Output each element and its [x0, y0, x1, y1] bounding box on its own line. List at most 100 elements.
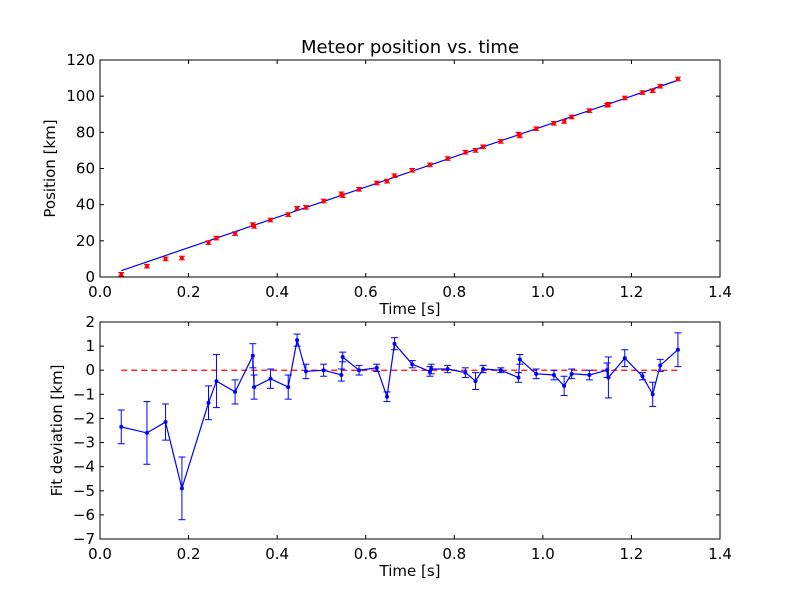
ax0-ytick-label: 40	[76, 196, 95, 214]
position-marker	[214, 236, 219, 241]
deviation-point	[162, 403, 170, 441]
position-point	[533, 126, 540, 132]
deviation-marker	[473, 379, 478, 384]
position-point	[639, 90, 646, 95]
deviation-point	[212, 354, 220, 409]
position-marker	[551, 121, 556, 126]
deviation-point	[479, 364, 487, 374]
deviation-chart-frame	[99, 321, 721, 540]
position-marker	[252, 224, 257, 229]
deviation-point	[117, 409, 125, 445]
deviation-marker	[622, 356, 627, 361]
position-marker	[303, 205, 308, 210]
deviation-point	[320, 363, 328, 377]
deviation-point	[284, 374, 292, 400]
deviation-point	[604, 356, 612, 399]
deviation-marker	[463, 370, 468, 375]
position-point	[162, 256, 169, 262]
deviation-marker	[410, 362, 415, 367]
ax1-ytick-label: 2	[85, 313, 95, 331]
position-marker	[321, 199, 326, 204]
position-point	[320, 198, 327, 204]
position-marker	[392, 173, 397, 178]
position-point	[568, 114, 575, 120]
deviation-marker	[303, 369, 308, 374]
ax0-xtick-label: 0.6	[354, 283, 378, 301]
ax0-ytick-label: 100	[66, 87, 95, 105]
position-marker	[498, 139, 503, 144]
deviation-point	[497, 367, 505, 374]
deviation-marker	[214, 379, 219, 384]
position-chart: Meteor position vs. time 0.0 0.2 0.4 0.6 0.8…	[41, 37, 732, 318]
deviation-point	[656, 358, 664, 372]
deviation-point	[337, 368, 345, 382]
ax1-ytick-label: 0	[85, 361, 95, 379]
position-point	[462, 149, 469, 155]
position-marker	[445, 156, 450, 161]
deviation-marker	[658, 363, 663, 368]
position-point	[339, 193, 346, 198]
deviation-marker	[445, 367, 450, 372]
position-marker	[163, 256, 168, 261]
position-chart-title: Meteor position vs. time	[301, 37, 519, 58]
deviation-marker	[119, 424, 124, 429]
deviation-marker	[268, 376, 273, 381]
position-point	[383, 178, 390, 184]
deviation-point	[461, 367, 469, 378]
ax1-ytick-label: −3	[73, 434, 95, 452]
deviation-marker	[392, 341, 397, 346]
deviation-marker	[321, 368, 326, 373]
deviation-marker	[587, 373, 592, 378]
deviation-marker	[650, 392, 655, 397]
position-point	[444, 156, 451, 161]
deviation-point	[516, 354, 524, 365]
deviation-point	[391, 337, 398, 351]
ax0-ytick-label: 0	[85, 268, 95, 286]
position-point	[649, 88, 656, 94]
deviation-marker	[429, 367, 434, 372]
deviation-point	[383, 391, 391, 403]
deviation-point	[205, 385, 212, 421]
deviation-point	[249, 343, 257, 369]
position-marker	[562, 119, 567, 124]
deviation-point	[408, 360, 416, 369]
position-marker	[268, 218, 273, 223]
position-marker	[473, 148, 478, 153]
ax1-xtick-label: 1.4	[708, 545, 732, 563]
ax1-ytick-label: −1	[73, 385, 95, 403]
ax0-xtick-label: 0.0	[88, 283, 112, 301]
position-marker	[233, 231, 238, 236]
ax0-xtick-label: 1.2	[619, 283, 643, 301]
position-point	[118, 271, 125, 277]
deviation-point	[674, 332, 682, 368]
position-marker	[427, 162, 432, 167]
deviation-marker	[384, 394, 389, 399]
deviation-point	[267, 368, 274, 389]
position-marker	[374, 180, 379, 185]
ax0-ytick-label: 120	[66, 51, 95, 69]
deviation-marker	[252, 385, 257, 390]
deviation-point	[639, 372, 646, 381]
ax0-xtick-label: 0.8	[442, 283, 466, 301]
position-point	[621, 95, 628, 101]
position-marker	[295, 206, 300, 211]
position-marker	[481, 144, 486, 149]
deviation-point	[515, 372, 522, 383]
position-marker	[357, 187, 362, 192]
position-point	[251, 224, 258, 229]
position-point	[294, 205, 301, 211]
ax0-ytick-label: 20	[76, 232, 95, 250]
position-marker	[675, 76, 680, 81]
position-point	[561, 119, 568, 124]
position-marker	[286, 212, 291, 217]
position-marker	[569, 114, 574, 119]
ax1-ytick-label: −5	[73, 482, 95, 500]
position-point	[267, 217, 274, 223]
deviation-marker	[295, 338, 300, 343]
deviation-point	[143, 401, 151, 465]
deviation-chart-ylabel: Fit deviation [km]	[48, 365, 66, 497]
deviation-marker	[233, 389, 238, 394]
position-marker	[340, 193, 345, 198]
ax0-xtick-label: 1.4	[708, 283, 732, 301]
deviation-point	[231, 379, 239, 405]
